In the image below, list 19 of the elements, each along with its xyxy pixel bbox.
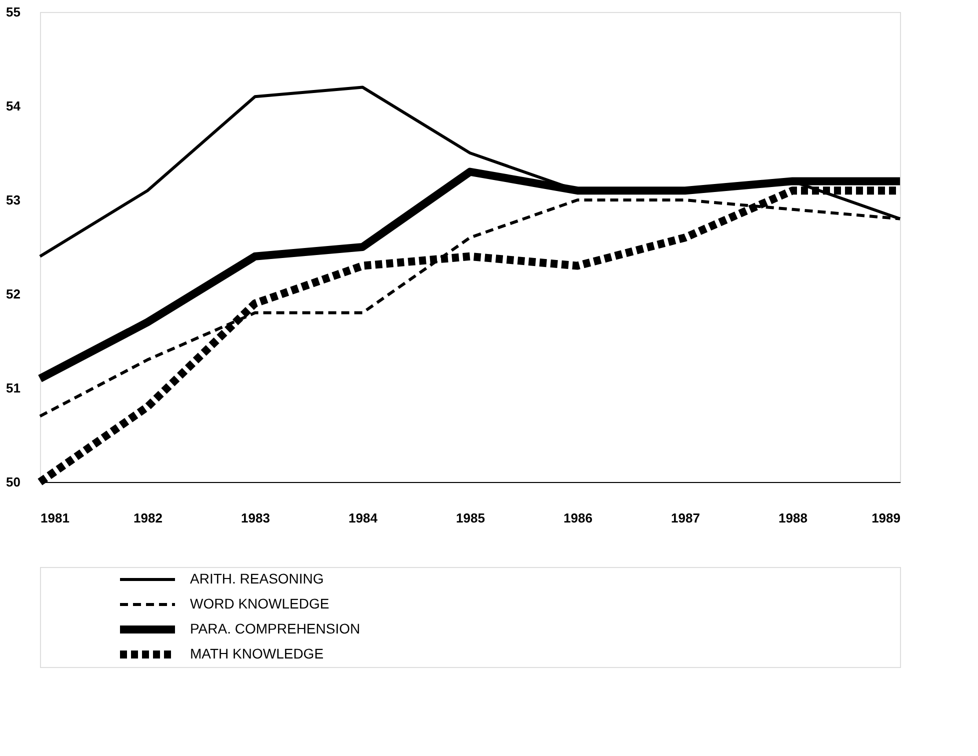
legend-label: ARITH. REASONING: [190, 570, 324, 586]
y-tick-label: 52: [6, 286, 20, 302]
x-tick-label: 1988: [778, 510, 808, 526]
y-tick-label: 51: [6, 380, 20, 396]
x-tick-label: 1982: [134, 510, 162, 526]
legend-label: PARA. COMPREHENSION: [190, 620, 360, 636]
y-tick-label: 53: [6, 192, 20, 208]
legend-label: MATH KNOWLEDGE: [190, 646, 324, 662]
legend-label: WORD KNOWLEDGE: [190, 596, 330, 612]
x-tick-label: 1989: [872, 510, 900, 526]
y-tick-label: 54: [6, 98, 22, 114]
x-tick-label: 1986: [564, 510, 592, 526]
y-tick-label: 50: [6, 474, 20, 490]
y-tick-label: 55: [6, 4, 20, 20]
x-tick-label: 1987: [671, 510, 700, 526]
x-tick-label: 1985: [456, 510, 485, 526]
x-tick-label: 1984: [348, 510, 378, 526]
x-tick-label: 1981: [40, 510, 70, 526]
x-tick-label: 1983: [241, 510, 270, 526]
